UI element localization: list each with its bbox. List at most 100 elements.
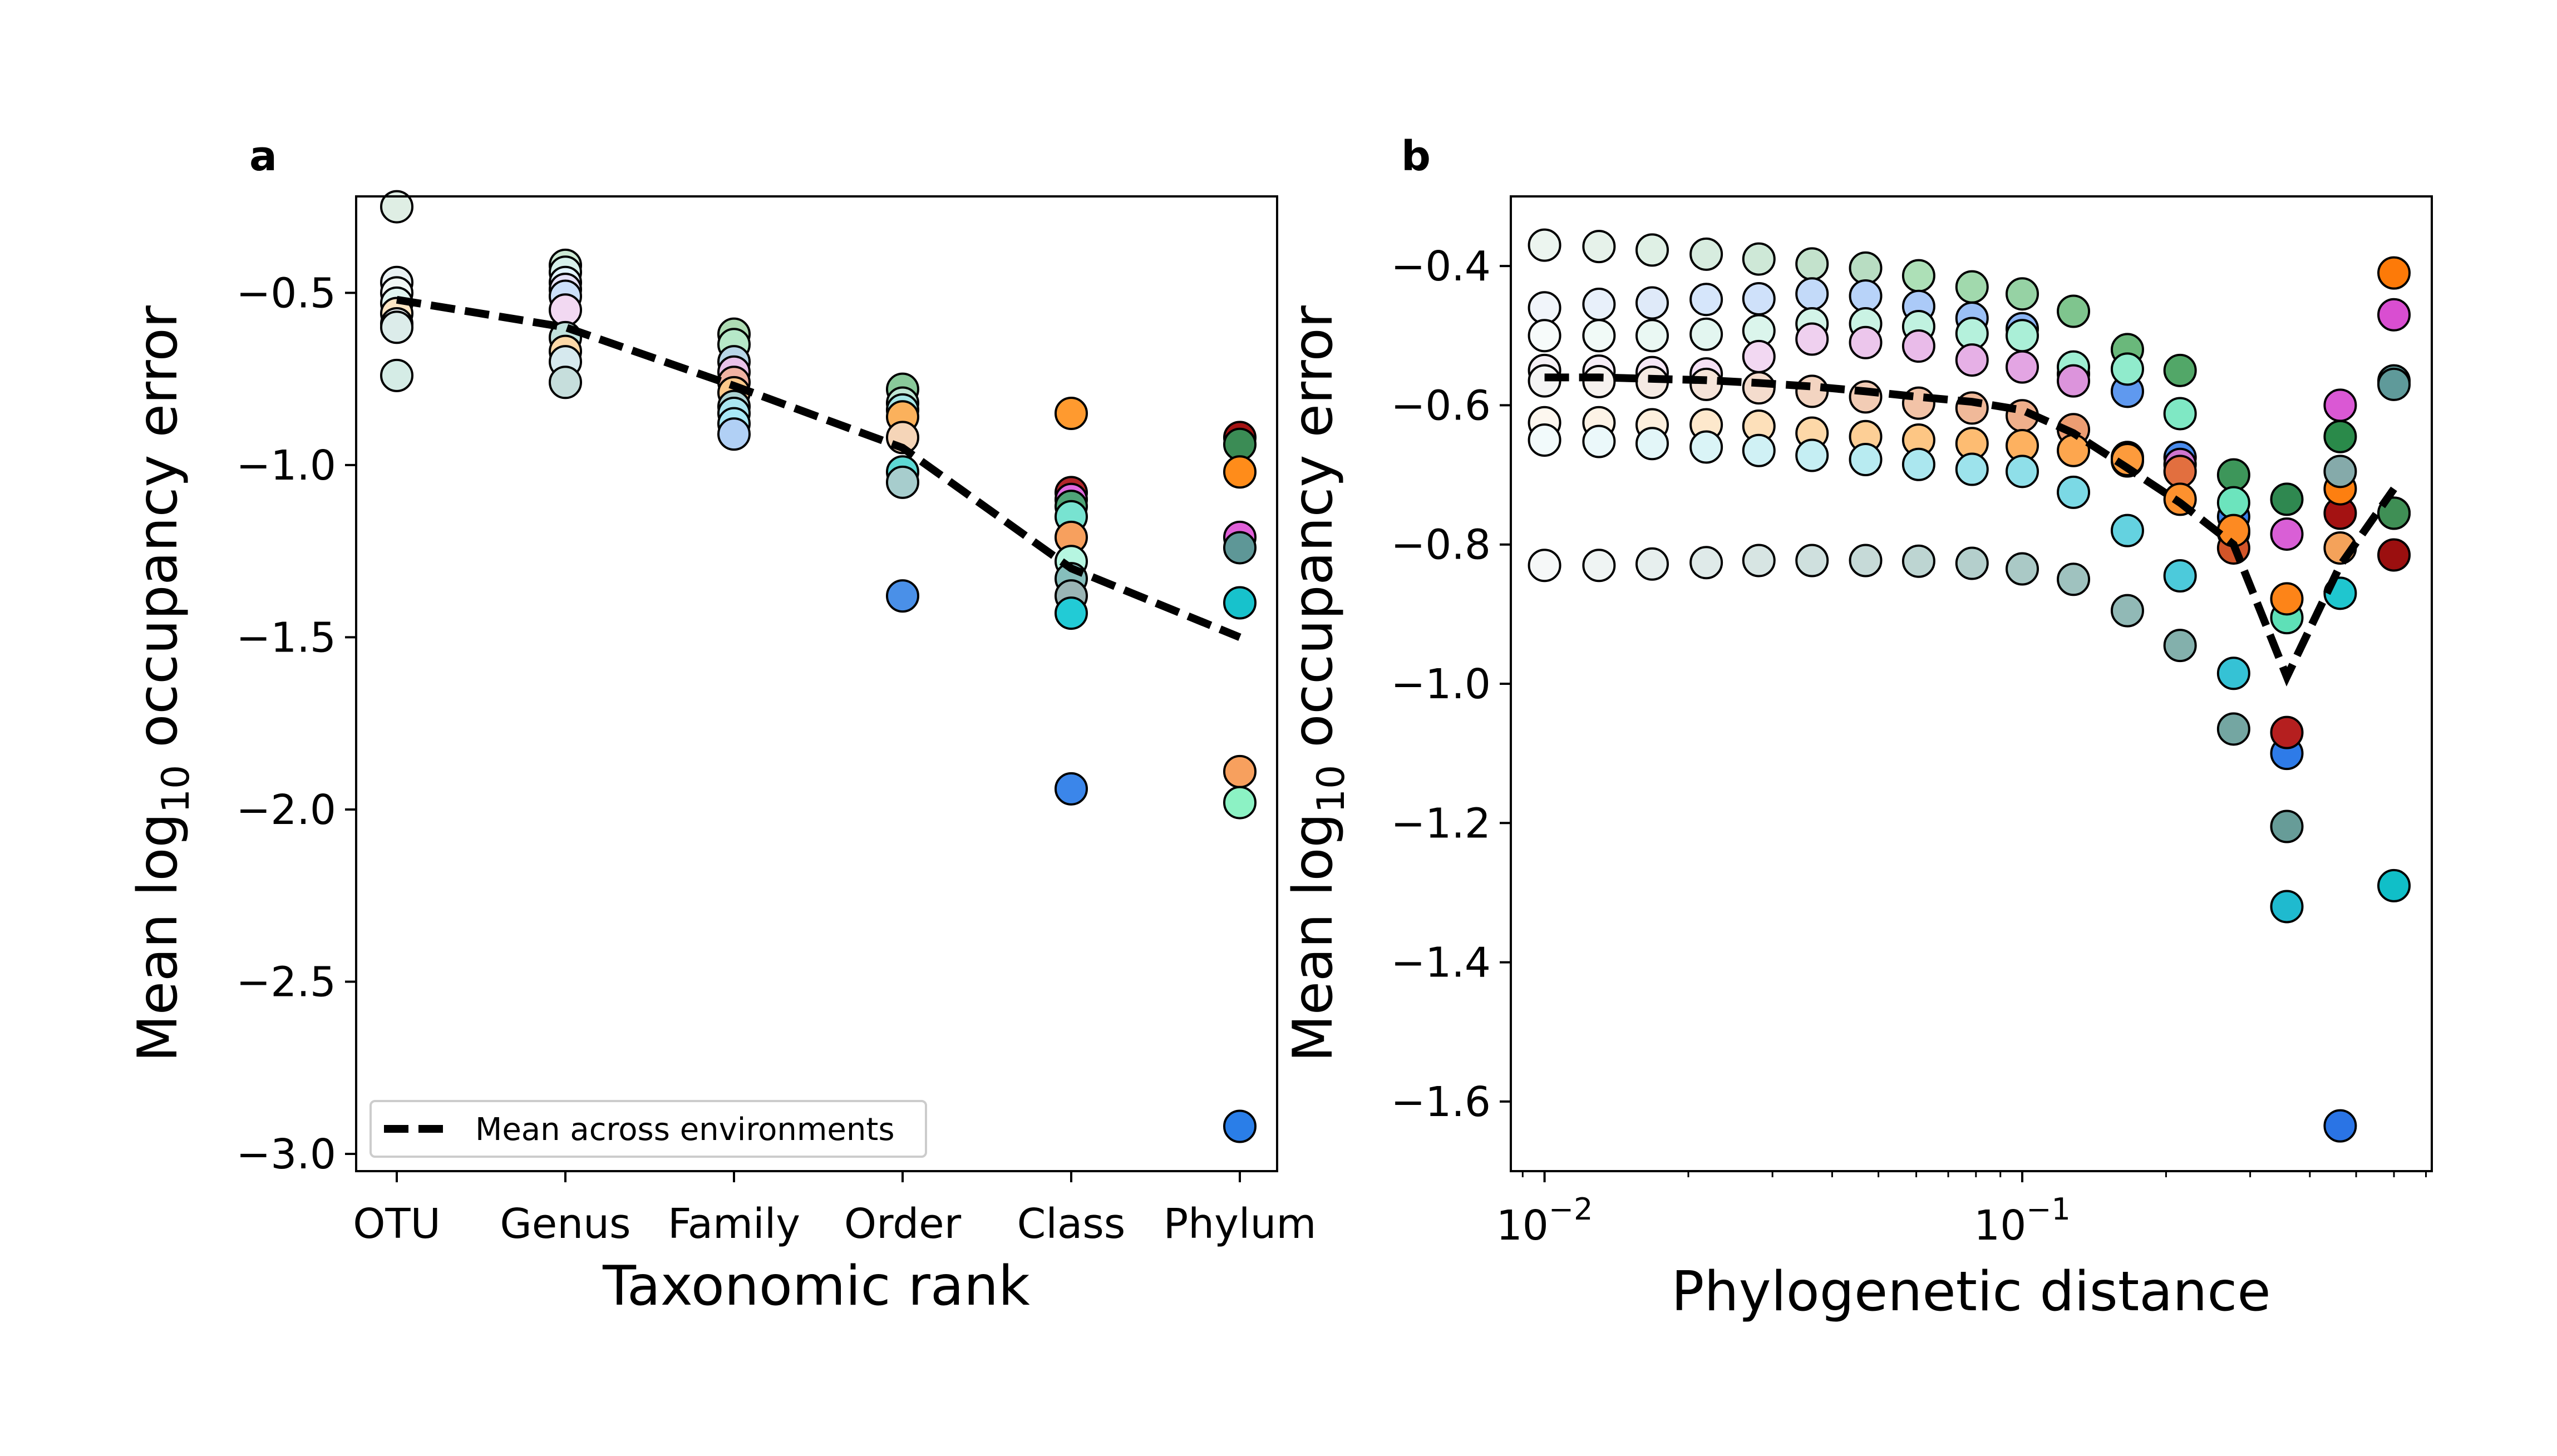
panel-b-point (2323, 388, 2357, 422)
panel-b-point (1582, 319, 1616, 353)
panel-a-point (1223, 786, 1257, 820)
panel-b-point (1795, 277, 1829, 311)
panel-b-point (2006, 455, 2039, 488)
panel-b-point (2323, 1109, 2357, 1143)
panel-b-point (1849, 325, 1883, 359)
panel-b-point (2270, 890, 2304, 924)
panel-b-x-ticks: 10−2 10−1 (1496, 1171, 2427, 1250)
panel-b-point (2323, 455, 2357, 488)
legend: Mean across environments (369, 1100, 927, 1158)
panel-b-x-tick-exponent: −1 (2026, 1192, 2071, 1227)
panel-b-point (1689, 546, 1723, 580)
panel-a-x-tick-label: Class (1017, 1200, 1126, 1248)
panel-b-point (2270, 715, 2304, 749)
panel-b-point (1635, 427, 1669, 461)
panel-b-point (2270, 810, 2304, 843)
panel-b-y-tick-label: −1.6 (1391, 1078, 1491, 1126)
panel-b-point (1582, 230, 1616, 264)
panel-a-y-axis-label-subscript: 10 (154, 765, 198, 813)
panel-b-y-tick-label: −1.2 (1391, 799, 1491, 847)
panel-b-point (2270, 582, 2304, 616)
panel-b-point (2110, 594, 2144, 628)
panel-b-x-tick-label: 10−2 (1496, 1192, 1593, 1250)
panel-b-point (1689, 237, 1723, 271)
panel-b-point (1901, 329, 1935, 363)
panel-a-point (1055, 397, 1088, 431)
panel-b-point (1795, 247, 1829, 281)
panel-b-point (1742, 544, 1776, 578)
panel-b-point (1689, 317, 1723, 351)
panel-a-point (886, 465, 919, 499)
panel-b-point (1528, 423, 1561, 457)
panel-b-point (2270, 517, 2304, 551)
panel-b-point (1582, 549, 1616, 583)
panel-b-point (2216, 712, 2250, 746)
panel-b-y-axis-label: Mean log10 occupancy error (1282, 305, 1353, 1062)
panel-b: b −0.4−0.6−0.8−1.0−1.2−1.4−1.6 10−2 10−1 … (1282, 132, 2433, 1324)
panel-b-point (1849, 251, 1883, 285)
panel-b-point (2163, 559, 2197, 593)
panel-b-point (1528, 291, 1561, 325)
panel-b-x-tick-base: 10 (1974, 1202, 2026, 1250)
panel-a-x-tick-label: Family (668, 1200, 800, 1248)
panel-b-point (2163, 397, 2197, 431)
panel-b-point (1689, 430, 1723, 464)
panel-b-point (1635, 233, 1669, 267)
panel-b-point (1635, 286, 1669, 320)
panel-a-y-ticks: −0.5 −1.0 −1.5 −2.0 −2.5 −3.0 (236, 269, 356, 1178)
panel-b-x-tick-base: 10 (1496, 1202, 1549, 1250)
panel-b-point (2216, 657, 2250, 690)
panel-b-point (2006, 350, 2039, 384)
panel-a-mean-line (396, 295, 1241, 641)
panel-b-point (1582, 287, 1616, 321)
panel-b-point (2377, 298, 2411, 332)
panel-b-point (2006, 319, 2039, 353)
panel-b-y-tick-label: −0.6 (1391, 382, 1491, 430)
panel-b-point (1849, 279, 1883, 313)
panel-b-point (2057, 475, 2091, 509)
panel-b-x-axis-label: Phylogenetic distance (1671, 1260, 2270, 1324)
panel-a-point (380, 190, 413, 224)
panel-b-point (1795, 438, 1829, 472)
panel-b-x-tick-exponent: −2 (1549, 1192, 1593, 1227)
panel-a-point (1223, 754, 1257, 788)
panel-b-point (1901, 259, 1935, 293)
panel-b-y-axis-label-subscript: 10 (1309, 765, 1353, 813)
panel-b-point (1528, 319, 1561, 353)
panel-b-point (1528, 549, 1561, 583)
panel-b-y-ticks: −0.4 −0.6 −0.8 −1.0 −1.2 −1.4 −1.6 (1391, 243, 1511, 1126)
panel-b-point (1582, 364, 1616, 398)
panel-a-point (1223, 531, 1257, 565)
panel-b-point (1742, 433, 1776, 467)
panel-b-y-tick-label: −1.0 (1391, 660, 1491, 708)
panel-a-x-tick-label: Order (844, 1200, 962, 1248)
panel-b-point (1795, 322, 1829, 356)
panel-a-y-tick-label: −1.5 (236, 614, 336, 662)
panel-b-y-tick-label: −0.8 (1391, 521, 1491, 569)
panel-a: a −0.5 −1.0 −1.5 −2.0 −2.5 −3.0 OTU Genus Famil… (126, 132, 1316, 1318)
panel-b-point (2057, 433, 2091, 467)
panel-b-y-tick-label: −1.4 (1391, 939, 1491, 987)
panel-a-y-axis-label-tail: occupancy error (126, 305, 190, 764)
panel-b-point (2163, 455, 2197, 488)
panel-b-point (1742, 371, 1776, 405)
panel-b-point (1742, 242, 1776, 276)
panel-b-point (2006, 552, 2039, 586)
panel-b-mean-line (1544, 373, 2397, 687)
panel-b-point (2216, 486, 2250, 520)
panel-a-y-tick-label: −2.5 (236, 959, 336, 1006)
legend-entry-mean: Mean across environments (475, 1112, 895, 1148)
legend-box (369, 1100, 927, 1158)
panel-a-y-tick-label: −1.0 (236, 442, 336, 490)
panel-a-x-tick-label: Genus (500, 1200, 630, 1248)
panel-a-x-axis-label: Taxonomic rank (602, 1255, 1030, 1318)
panel-b-point (1955, 452, 1989, 486)
panel-b-point (1901, 447, 1935, 481)
panel-b-point (1742, 282, 1776, 315)
panel-b-point (2323, 419, 2357, 453)
panel-b-y-tick-label: −0.4 (1391, 243, 1491, 290)
panel-b-point (2163, 629, 2197, 663)
panel-b-x-tick-label: 10−1 (1974, 1192, 2071, 1250)
panel-b-point (2270, 482, 2304, 516)
